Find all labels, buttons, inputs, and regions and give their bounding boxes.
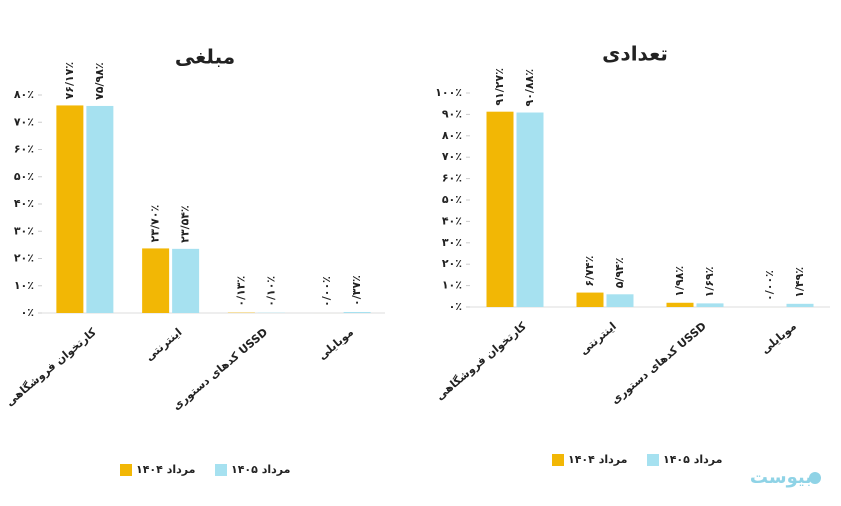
bar [576, 292, 604, 307]
value-label: ۰/۱۳٪ [234, 276, 247, 307]
y-tick-label: ۲۰٪ [442, 257, 462, 270]
bar [606, 294, 634, 307]
bar [142, 248, 170, 313]
legend-label: مرداد ۱۴۰۵ [663, 453, 722, 466]
y-tick-label: ۹۰٪ [442, 107, 462, 120]
x-tick-label: موبایلی [759, 320, 799, 357]
y-tick-label: ۶۰٪ [14, 143, 34, 156]
chart-title: مبلغی [175, 45, 235, 69]
legend-swatch [552, 454, 564, 466]
bar [516, 112, 544, 307]
legend-swatch [120, 464, 132, 476]
value-label: ۹۱/۲۷٪ [493, 68, 506, 106]
chart-title: تعدادی [602, 42, 668, 66]
value-label: ۷۶/۱۷٪ [63, 62, 76, 100]
x-tick-label: کارتخوان فروشگاهی [433, 319, 529, 402]
value-label: ۰/۳۷٪ [350, 275, 363, 306]
y-tick-label: ۸۰٪ [442, 129, 462, 142]
x-tick-label: اینترنتی [143, 326, 185, 364]
bar [666, 302, 694, 307]
value-label: ۵/۹۴٪ [613, 257, 626, 288]
x-tick-label: کدهای دستوری USSD [609, 320, 709, 407]
legend-swatch [647, 454, 659, 466]
value-label: ۹۰/۸۸٪ [523, 69, 536, 107]
x-tick-label: کدهای دستوری USSD [170, 326, 270, 413]
bar [86, 105, 114, 313]
logo-dot [809, 472, 821, 484]
y-tick-label: ۷۰٪ [442, 150, 462, 163]
x-tick-label: کارتخوان فروشگاهی [3, 325, 99, 408]
watermark: بیوست [750, 467, 812, 488]
value-label: ۷۵/۹۸٪ [93, 62, 106, 100]
y-tick-label: ۶۰٪ [442, 172, 462, 185]
y-tick-label: ۲۰٪ [14, 252, 34, 265]
y-tick-label: ۵۰٪ [14, 170, 34, 183]
value-label: ۲۳/۵۴٪ [179, 205, 192, 243]
y-tick-label: ۴۰٪ [14, 197, 34, 210]
bar [786, 303, 814, 307]
y-tick-label: ۱۰۰٪ [435, 86, 462, 99]
x-tick-label: موبایلی [316, 326, 356, 363]
bar [486, 111, 514, 308]
x-tick-label: اینترنتی [577, 320, 619, 358]
value-label: ۶/۷۴٪ [583, 256, 596, 287]
y-tick-label: ۱۰٪ [14, 279, 34, 292]
bar [172, 248, 200, 313]
value-label: ۱/۴۹٪ [793, 267, 806, 298]
y-tick-label: ۱۰٪ [442, 279, 462, 292]
y-tick-label: ۰٪ [449, 300, 462, 313]
y-tick-label: ۵۰٪ [442, 193, 462, 206]
bar [343, 311, 371, 313]
y-tick-label: ۸۰٪ [14, 88, 34, 101]
legend-swatch [215, 464, 227, 476]
value-label: ۰/۱۰٪ [264, 276, 277, 307]
y-tick-label: ۷۰٪ [14, 115, 34, 128]
legend-label: مرداد ۱۴۰۵ [231, 463, 290, 476]
bar [696, 303, 724, 307]
value-label: ۱/۶۹٪ [703, 267, 716, 298]
y-tick-label: ۴۰٪ [442, 214, 462, 227]
legend-label: مرداد ۱۴۰۴ [136, 463, 195, 476]
bar [56, 105, 84, 313]
y-tick-label: ۳۰٪ [442, 236, 462, 249]
legend-label: مرداد ۱۴۰۴ [568, 453, 627, 466]
value-label: ۲۳/۷۰٪ [149, 205, 162, 243]
value-label: ۰/۰۰٪ [763, 270, 776, 301]
y-tick-label: ۳۰٪ [14, 224, 34, 237]
value-label: ۰/۰۰٪ [320, 276, 333, 307]
value-label: ۱/۹۸٪ [673, 266, 686, 297]
y-tick-label: ۰٪ [21, 306, 34, 319]
